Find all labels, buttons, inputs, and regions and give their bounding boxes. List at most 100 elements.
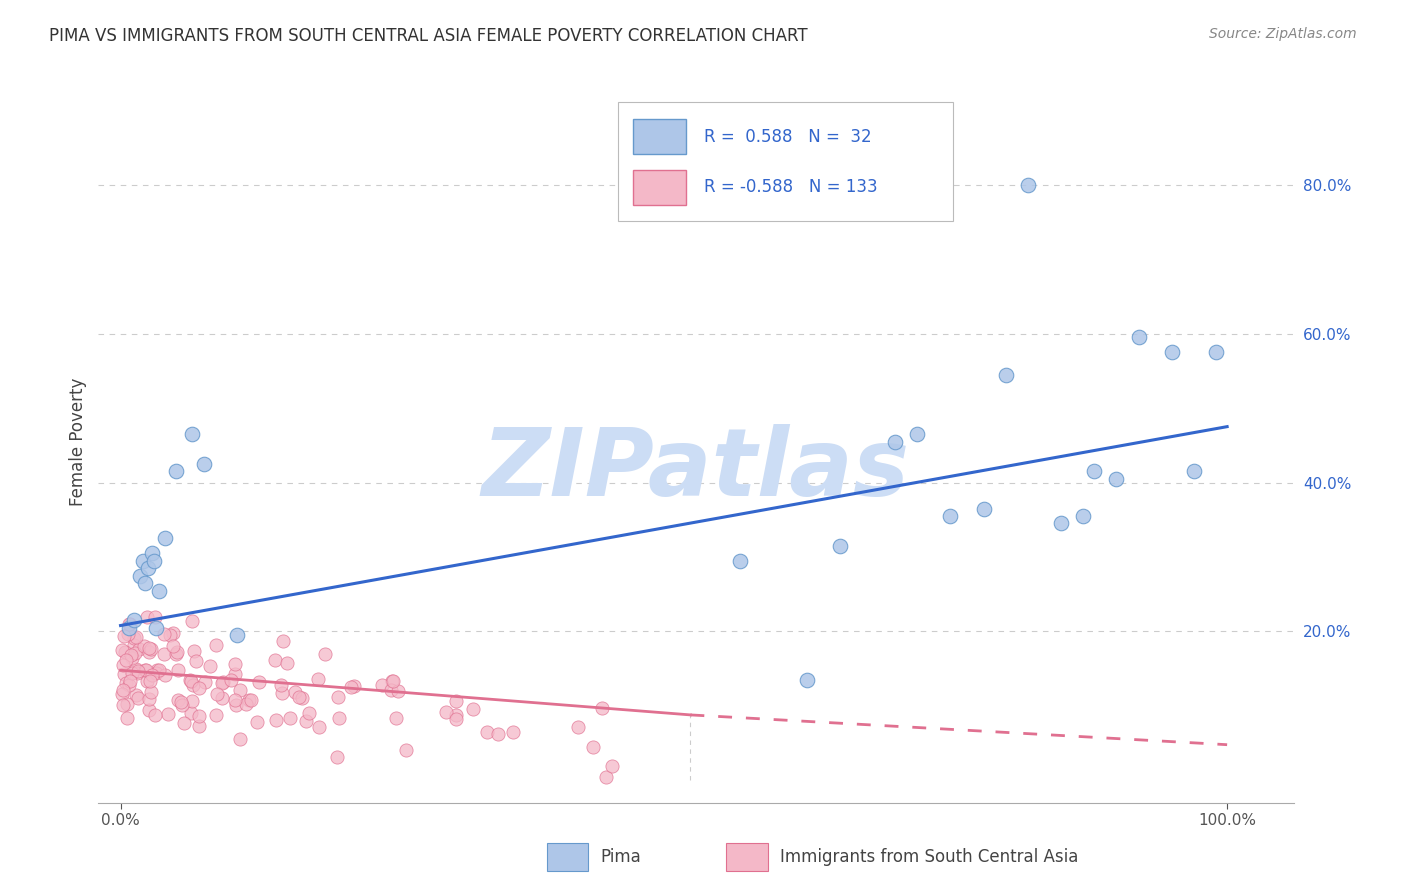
Point: [235, 698, 257, 712]
Point: [207, 687, 229, 701]
Point: [131, 554, 153, 568]
Point: [136, 673, 159, 688]
Point: [211, 675, 233, 690]
Point: [224, 692, 246, 706]
Point: [187, 709, 209, 723]
Point: [193, 457, 215, 471]
Point: [180, 706, 202, 721]
Point: [328, 711, 350, 725]
Point: [139, 674, 162, 689]
Point: [142, 554, 165, 568]
Point: [186, 654, 208, 668]
Point: [434, 705, 457, 719]
Point: [270, 678, 292, 692]
Point: [298, 706, 321, 720]
Bar: [633, 169, 686, 204]
Point: [138, 692, 160, 706]
Point: [125, 689, 148, 703]
Point: [446, 694, 468, 708]
Point: [138, 640, 160, 655]
Point: [114, 676, 136, 690]
Point: [134, 663, 156, 677]
Point: [595, 770, 617, 784]
Point: [166, 644, 188, 658]
Bar: [547, 843, 589, 871]
Point: [314, 648, 336, 662]
Point: [134, 576, 156, 591]
Point: [114, 652, 136, 666]
Point: [124, 646, 146, 660]
Point: [475, 725, 498, 739]
Point: [166, 647, 188, 661]
Point: [153, 648, 176, 662]
Point: [153, 532, 176, 546]
Point: [136, 561, 159, 575]
Point: [121, 651, 143, 665]
Point: [224, 667, 246, 681]
Point: [120, 673, 142, 688]
Point: [238, 693, 260, 707]
Point: [973, 501, 995, 516]
Point: [112, 657, 135, 672]
Point: [591, 700, 613, 714]
Point: [271, 686, 294, 700]
Point: [145, 666, 167, 681]
Point: [117, 627, 139, 641]
Bar: [633, 120, 686, 154]
Point: [463, 702, 485, 716]
Point: [115, 711, 138, 725]
Y-axis label: Female Poverty: Female Poverty: [69, 377, 87, 506]
Point: [181, 427, 204, 442]
Point: [308, 720, 330, 734]
Point: [118, 621, 141, 635]
Point: [266, 713, 288, 727]
Point: [120, 616, 142, 631]
Point: [111, 687, 134, 701]
Point: [111, 643, 134, 657]
Point: [112, 667, 135, 681]
Point: [1083, 464, 1105, 478]
Point: [129, 568, 152, 582]
Point: [240, 693, 263, 707]
Point: [111, 698, 134, 713]
Point: [225, 628, 247, 642]
Point: [173, 715, 195, 730]
Point: [370, 678, 392, 692]
Point: [582, 740, 605, 755]
Point: [224, 657, 246, 671]
FancyBboxPatch shape: [619, 102, 953, 221]
Point: [165, 464, 187, 478]
Point: [166, 663, 188, 677]
Point: [939, 509, 962, 524]
Point: [194, 675, 217, 690]
Point: [221, 673, 243, 687]
Point: [343, 679, 366, 693]
Point: [170, 698, 193, 712]
Point: [381, 673, 404, 688]
Point: [205, 708, 228, 723]
Point: [187, 681, 209, 695]
Point: [114, 645, 136, 659]
Point: [120, 648, 142, 663]
Point: [444, 712, 467, 726]
Point: [136, 609, 159, 624]
Point: [146, 663, 169, 677]
Point: [143, 609, 166, 624]
Text: ZIPatlas: ZIPatlas: [482, 425, 910, 516]
Point: [156, 707, 179, 722]
Point: [181, 678, 204, 692]
Point: [307, 673, 329, 687]
Point: [211, 691, 233, 706]
Point: [276, 656, 298, 670]
Point: [112, 682, 135, 697]
Point: [380, 683, 402, 698]
Point: [148, 663, 170, 677]
Point: [127, 665, 149, 680]
Point: [138, 645, 160, 659]
Point: [152, 627, 174, 641]
Point: [141, 546, 163, 560]
Point: [115, 698, 138, 712]
Point: [1182, 464, 1205, 478]
Text: R =  0.588   N =  32: R = 0.588 N = 32: [704, 128, 872, 145]
Point: [112, 629, 135, 643]
